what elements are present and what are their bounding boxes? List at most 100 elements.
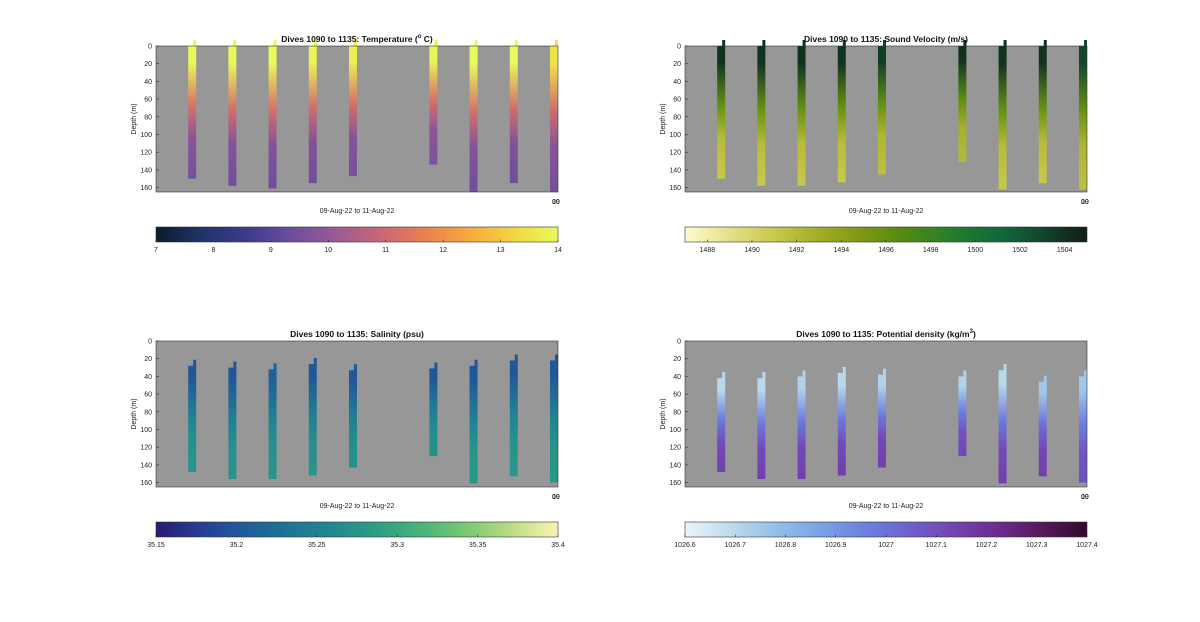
dive-profile-step [1003, 40, 1007, 48]
dive-profile [877, 46, 886, 175]
y-tick-label: 80 [673, 409, 681, 416]
colorbar-tick-label: 35.2 [230, 542, 244, 549]
y-axis-label: Depth (m) [660, 398, 667, 429]
x-tick-label: 09 [1081, 494, 1089, 501]
colorbar-tick-label: 1027.4 [1076, 542, 1098, 549]
x-tick-label: 10 [552, 199, 560, 206]
dive-profile-step [762, 372, 766, 381]
dive-profile-step [963, 40, 967, 48]
colorbar-tick-label: 1498 [923, 247, 939, 254]
dive-profile [797, 46, 806, 186]
colorbar [155, 521, 559, 538]
colorbar-tick-label: 1496 [878, 247, 894, 254]
dive-profile-step [353, 40, 357, 48]
y-tick-label: 40 [673, 374, 681, 381]
dive-profile [998, 370, 1007, 484]
colorbar-tick-label: 1026.9 [825, 542, 847, 549]
dive-profile-step [1083, 40, 1087, 48]
dive-profile [469, 46, 478, 192]
panel-title: Dives 1090 to 1135: Salinity (psu) [290, 329, 424, 339]
colorbar [155, 226, 559, 243]
x-axis-label: 09-Aug-22 to 11-Aug-22 [849, 208, 924, 215]
dive-profile [268, 46, 277, 189]
y-tick-label: 100 [140, 427, 152, 434]
colorbar-tick-label: 1027.1 [926, 542, 948, 549]
colorbar-tick-label: 1027 [878, 542, 894, 549]
dive-profile [509, 46, 518, 184]
x-tick-label: 09 [552, 199, 560, 206]
y-tick-label: 80 [673, 114, 681, 121]
dive-profile-step [474, 359, 478, 368]
x-tick-label: 09 [1081, 199, 1089, 206]
dive-profile-step [1003, 364, 1007, 373]
dive-profile [348, 370, 357, 468]
y-tick-label: 100 [669, 427, 681, 434]
axes-box [155, 340, 559, 488]
y-tick-label: 20 [673, 61, 681, 68]
y-tick-label: 120 [669, 150, 681, 157]
dive-profile [429, 368, 438, 457]
colorbar-tick-label: 1027.3 [1026, 542, 1048, 549]
panel-title-main: Dives 1090 to 1135: Potential density (k… [796, 329, 970, 339]
y-tick-label: 140 [140, 167, 152, 174]
y-tick-label: 60 [144, 97, 152, 104]
dive-profile-step [193, 40, 197, 48]
dive-profile-step [554, 40, 558, 48]
dive-profile [877, 374, 886, 468]
panel-title-superscript: o [418, 34, 422, 40]
colorbar-tick-label: 1026.7 [725, 542, 747, 549]
colorbar-tick-label: 1494 [834, 247, 850, 254]
dive-profile [188, 365, 197, 472]
y-tick-label: 80 [144, 114, 152, 121]
panel-title-superscript: 3 [970, 329, 974, 335]
y-tick-label: 140 [669, 462, 681, 469]
dive-profile [348, 46, 357, 177]
colorbar-tick-label: 1504 [1057, 247, 1073, 254]
y-tick-label: 0 [148, 339, 152, 346]
dive-profile [1078, 376, 1087, 483]
y-tick-label: 120 [140, 445, 152, 452]
panel-title-suffix: C) [421, 34, 433, 44]
y-tick-label: 140 [669, 167, 681, 174]
panel-title: Dives 1090 to 1135: Sound Velocity (m/s) [804, 34, 968, 44]
dive-profile-step [313, 40, 317, 48]
colorbar-tick-label: 1490 [744, 247, 760, 254]
dive-profile-step [353, 364, 357, 373]
dive-profile-step [233, 361, 237, 370]
dive-profile [757, 46, 766, 186]
colorbar-tick-label: 14 [554, 247, 562, 254]
colorbar-tick-label: 1027.2 [976, 542, 998, 549]
dive-profile-step [882, 368, 886, 377]
colorbar-tick-label: 10 [324, 247, 332, 254]
dive-profile-step [434, 40, 438, 48]
dive-profile [308, 364, 317, 476]
colorbar-tick-label: 11 [382, 247, 389, 254]
y-tick-label: 0 [148, 44, 152, 51]
dive-profile-step [722, 40, 726, 48]
colorbar-tick-label: 1492 [789, 247, 805, 254]
panel-title: Dives 1090 to 1135: Temperature (o C) [281, 34, 433, 44]
colorbar-tick-label: 1502 [1012, 247, 1028, 254]
dive-profile [228, 46, 237, 186]
dive-profile-step [313, 358, 317, 367]
panel-title-main: Dives 1090 to 1135: Temperature ( [281, 34, 418, 44]
x-axis-label: 09-Aug-22 to 11-Aug-22 [849, 503, 924, 510]
colorbar-tick-label: 1026.6 [674, 542, 696, 549]
colorbar-tick-label: 9 [269, 247, 273, 254]
dive-profile [1038, 381, 1047, 477]
y-tick-label: 40 [673, 79, 681, 86]
y-tick-label: 60 [673, 392, 681, 399]
dive-profile [797, 376, 806, 480]
axes-background [156, 46, 558, 192]
axes-box [155, 45, 559, 193]
colorbar-tick-label: 1026.8 [775, 542, 797, 549]
y-axis-label: Depth (m) [131, 103, 138, 134]
dive-profile-step [233, 40, 237, 48]
dive-profile [188, 46, 197, 179]
y-tick-label: 160 [669, 480, 681, 487]
dive-profile [268, 369, 277, 480]
panel-title-main: Dives 1090 to 1135: Salinity (psu) [290, 329, 424, 339]
dive-profile-step [1043, 40, 1047, 48]
